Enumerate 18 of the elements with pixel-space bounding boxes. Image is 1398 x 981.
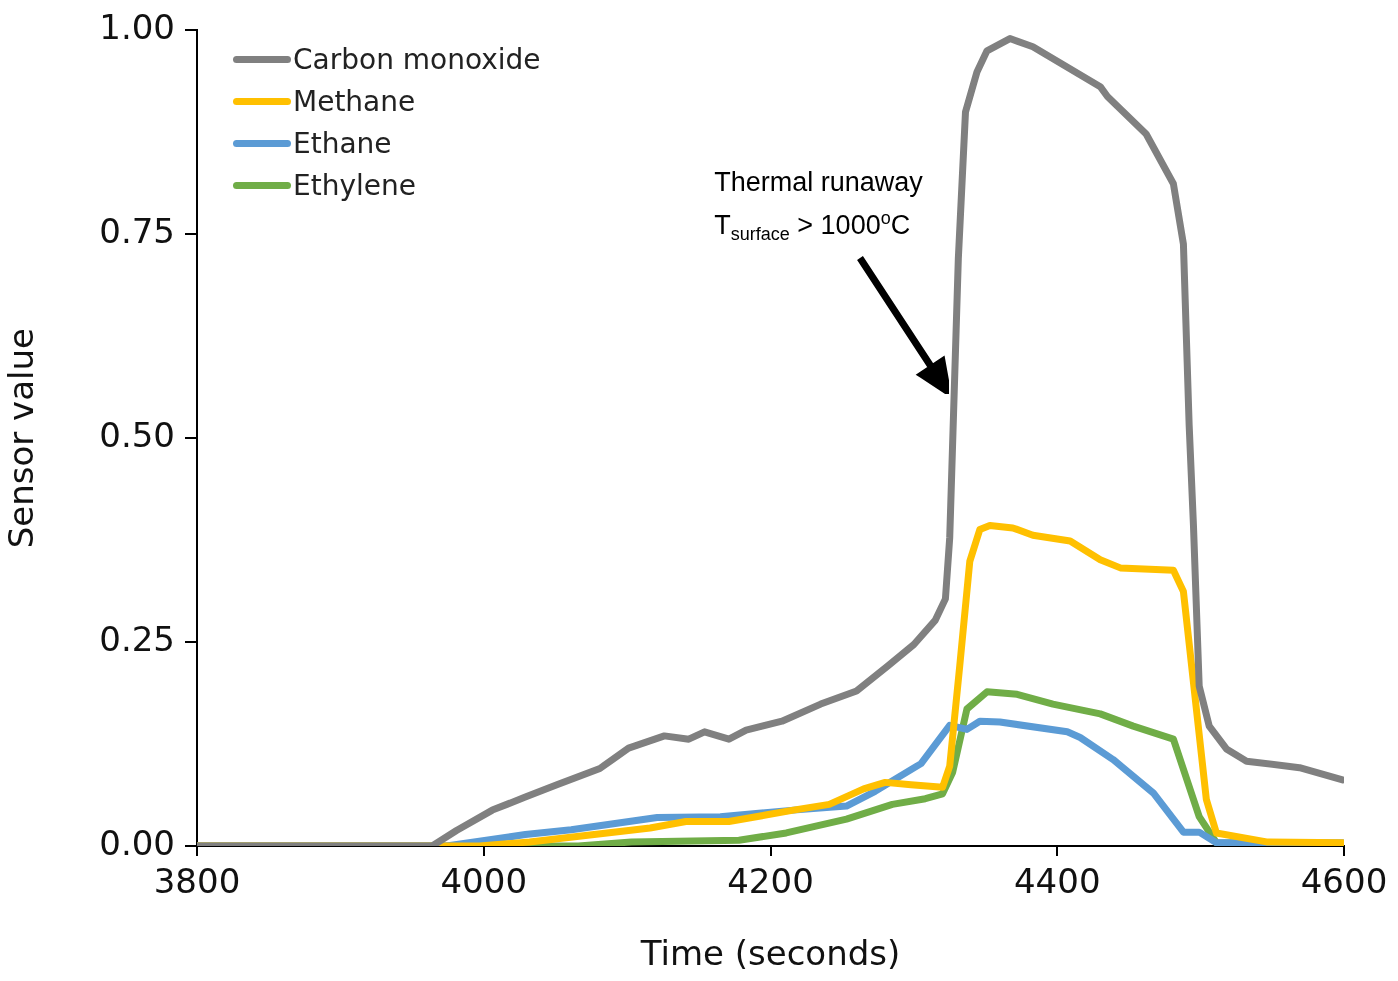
x-axis-title: Time (seconds) bbox=[639, 933, 901, 974]
x-tick-label: 4600 bbox=[1300, 861, 1388, 902]
x-tick-label: 4200 bbox=[727, 861, 814, 902]
y-axis-title: Sensor value bbox=[1, 328, 42, 549]
x-tick-label: 4000 bbox=[440, 861, 528, 902]
legend-label: Ethylene bbox=[293, 168, 416, 202]
y-tick-label: 0.50 bbox=[99, 415, 175, 456]
legend-label: Methane bbox=[293, 84, 416, 118]
y-tick-label: 0.00 bbox=[99, 822, 175, 863]
legend-label: Ethane bbox=[293, 126, 392, 160]
legend-label: Carbon monoxide bbox=[293, 42, 541, 76]
x-tick-label: 3800 bbox=[153, 861, 241, 902]
y-tick-label: 1.00 bbox=[99, 7, 175, 48]
annotation: T$_{surface}$ > 1000$^{o}$C bbox=[714, 208, 911, 246]
annotation: Thermal runaway bbox=[714, 167, 923, 199]
y-tick-label: 0.75 bbox=[99, 211, 175, 252]
y-tick-label: 0.25 bbox=[99, 618, 175, 659]
x-tick-label: 4400 bbox=[1013, 861, 1101, 902]
